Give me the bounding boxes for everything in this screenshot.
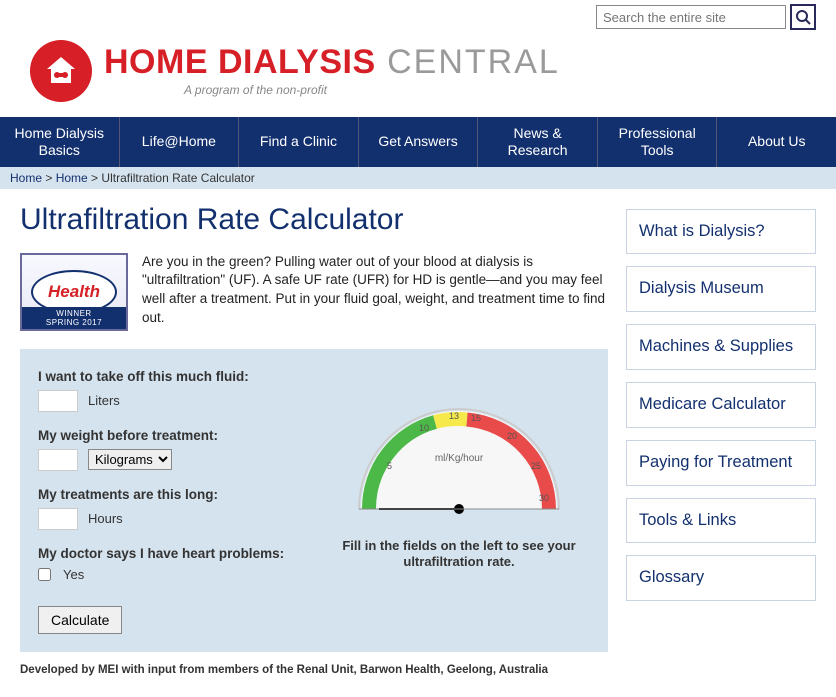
fluid-unit: Liters xyxy=(88,393,120,408)
heart-checkbox[interactable] xyxy=(38,568,51,581)
award-badge: Health WINNER SPRING 2017 xyxy=(20,253,128,331)
breadcrumb-sep: > xyxy=(42,171,56,185)
sidebar-item-medicare-calculator[interactable]: Medicare Calculator xyxy=(626,382,816,428)
brand-right: CENTRAL xyxy=(376,43,560,81)
logo-icon xyxy=(30,40,92,102)
heart-label: My doctor says I have heart problems: xyxy=(38,546,318,561)
sidebar-item-what-is-dialysis[interactable]: What is Dialysis? xyxy=(626,209,816,255)
svg-text:13: 13 xyxy=(449,411,459,421)
award-footer: WINNER SPRING 2017 xyxy=(22,307,126,329)
nav-professional-tools[interactable]: Professional Tools xyxy=(598,117,718,167)
nav-find-a-clinic[interactable]: Find a Clinic xyxy=(239,117,359,167)
svg-text:30: 30 xyxy=(539,493,549,503)
fluid-input[interactable] xyxy=(38,390,78,412)
time-input[interactable] xyxy=(38,508,78,530)
breadcrumb-home2[interactable]: Home xyxy=(56,171,88,185)
search-icon xyxy=(795,9,811,25)
weight-input[interactable] xyxy=(38,449,78,471)
nav-home-dialysis-basics[interactable]: Home Dialysis Basics xyxy=(0,117,120,167)
award-text: Health xyxy=(48,282,100,302)
heart-yes: Yes xyxy=(63,567,84,582)
search-button[interactable] xyxy=(790,4,816,30)
topbar xyxy=(0,0,836,30)
main-column: Ultrafiltration Rate Calculator Health W… xyxy=(20,189,608,684)
time-label: My treatments are this long: xyxy=(38,487,318,502)
sidebar-item-paying-for-treatment[interactable]: Paying for Treatment xyxy=(626,440,816,486)
search-input[interactable] xyxy=(596,5,786,29)
breadcrumb: Home > Home > Ultrafiltration Rate Calcu… xyxy=(0,167,836,189)
time-unit: Hours xyxy=(88,511,123,526)
page-title: Ultrafiltration Rate Calculator xyxy=(20,203,608,237)
gauge-icon: 5 10 13 15 20 25 30 ml/Kg/hour xyxy=(339,369,579,519)
svg-text:5: 5 xyxy=(387,461,392,471)
sidebar-item-dialysis-museum[interactable]: Dialysis Museum xyxy=(626,266,816,312)
award-season: SPRING 2017 xyxy=(22,318,126,327)
tagline: A program of the non-profit xyxy=(184,83,560,97)
weight-label: My weight before treatment: xyxy=(38,428,318,443)
sidebar-item-glossary[interactable]: Glossary xyxy=(626,555,816,601)
nav-life-at-home[interactable]: Life@Home xyxy=(120,117,240,167)
svg-text:ml/Kg/hour: ml/Kg/hour xyxy=(435,453,484,464)
fluid-label: I want to take off this much fluid: xyxy=(38,369,318,384)
brand-text: HOME DIALYSIS CENTRAL A program of the n… xyxy=(104,45,560,97)
breadcrumb-current: Ultrafiltration Rate Calculator xyxy=(101,171,254,185)
gauge-caption: Fill in the fields on the left to see yo… xyxy=(328,538,590,572)
nav-news-research[interactable]: News & Research xyxy=(478,117,598,167)
form-column: I want to take off this much fluid: Lite… xyxy=(38,369,318,634)
intro-text: Are you in the green? Pulling water out … xyxy=(142,253,608,331)
site-header: HOME DIALYSIS CENTRAL A program of the n… xyxy=(0,30,836,116)
breadcrumb-home1[interactable]: Home xyxy=(10,171,42,185)
svg-text:10: 10 xyxy=(419,423,429,433)
gauge-column: 5 10 13 15 20 25 30 ml/Kg/hour Fill in t… xyxy=(328,369,590,634)
calculator-panel: I want to take off this much fluid: Lite… xyxy=(20,349,608,652)
svg-text:25: 25 xyxy=(531,461,541,471)
intro-row: Health WINNER SPRING 2017 Are you in the… xyxy=(20,253,608,331)
nav-about-us[interactable]: About Us xyxy=(717,117,836,167)
sidebar-item-tools-links[interactable]: Tools & Links xyxy=(626,498,816,544)
footer-note: Developed by MEI with input from members… xyxy=(20,652,608,684)
svg-text:20: 20 xyxy=(507,431,517,441)
sidebar-item-machines-supplies[interactable]: Machines & Supplies xyxy=(626,324,816,370)
breadcrumb-sep: > xyxy=(88,171,102,185)
svg-text:15: 15 xyxy=(471,413,481,423)
nav-get-answers[interactable]: Get Answers xyxy=(359,117,479,167)
search-wrap xyxy=(596,4,816,30)
weight-unit-select[interactable]: Kilograms xyxy=(88,449,172,470)
brand-left: HOME DIALYSIS xyxy=(104,43,376,81)
main-nav: Home Dialysis Basics Life@Home Find a Cl… xyxy=(0,116,836,167)
calculate-button[interactable]: Calculate xyxy=(38,606,122,634)
award-winner: WINNER xyxy=(22,309,126,318)
sidebar: What is Dialysis? Dialysis Museum Machin… xyxy=(626,189,816,684)
